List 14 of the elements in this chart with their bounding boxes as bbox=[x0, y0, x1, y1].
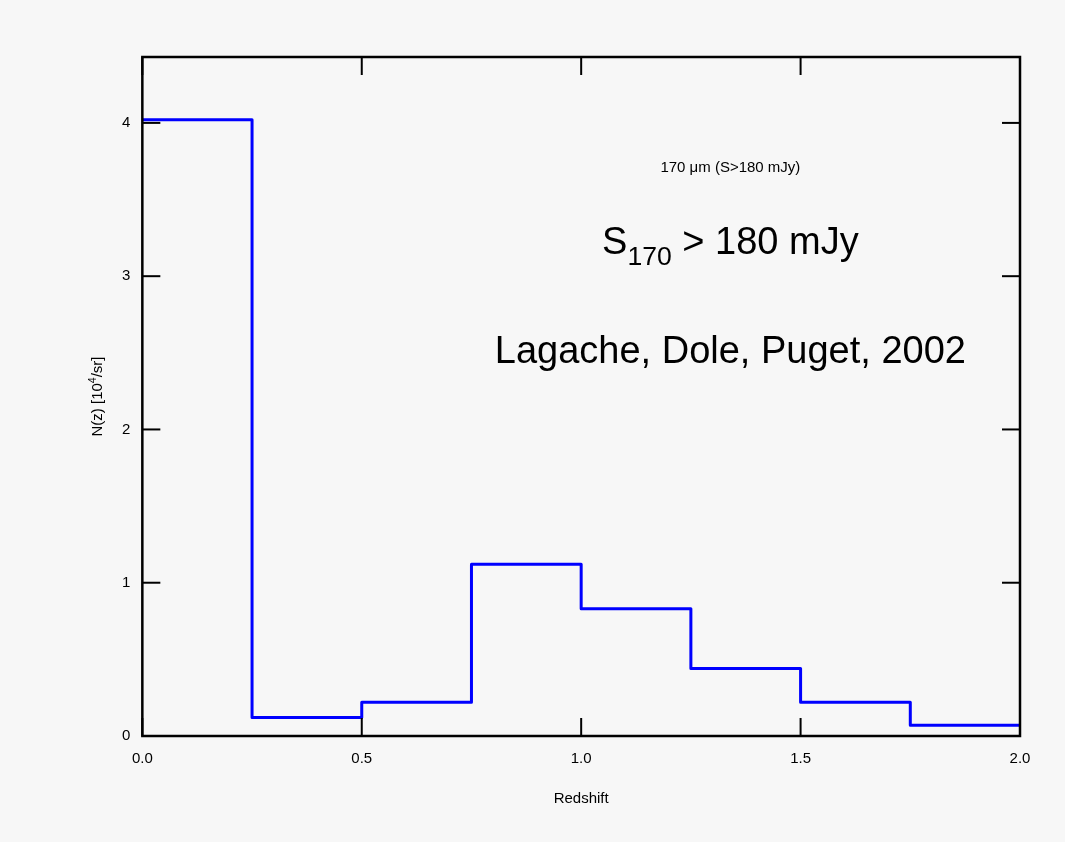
x-tick-label: 0.0 bbox=[131, 749, 153, 767]
y-tick-label: 3 bbox=[122, 266, 131, 284]
x-tick-label: 1.0 bbox=[570, 749, 592, 767]
annotation: 170 μm (S>180 mJy) bbox=[660, 158, 801, 176]
y-tick-label: 4 bbox=[122, 113, 131, 131]
annotation: Lagache, Dole, Puget, 2002 bbox=[494, 328, 966, 371]
y-axis-title: N(z) [104/sr] bbox=[86, 356, 106, 437]
x-tick-label: 1.5 bbox=[790, 749, 812, 767]
x-tick-label: 2.0 bbox=[1009, 749, 1031, 767]
x-tick-label: 0.5 bbox=[351, 749, 373, 767]
x-axis-title: Redshift bbox=[553, 789, 610, 807]
y-tick-label: 2 bbox=[122, 419, 131, 437]
y-tick-label: 1 bbox=[122, 572, 131, 590]
y-tick-label: 0 bbox=[122, 726, 131, 744]
